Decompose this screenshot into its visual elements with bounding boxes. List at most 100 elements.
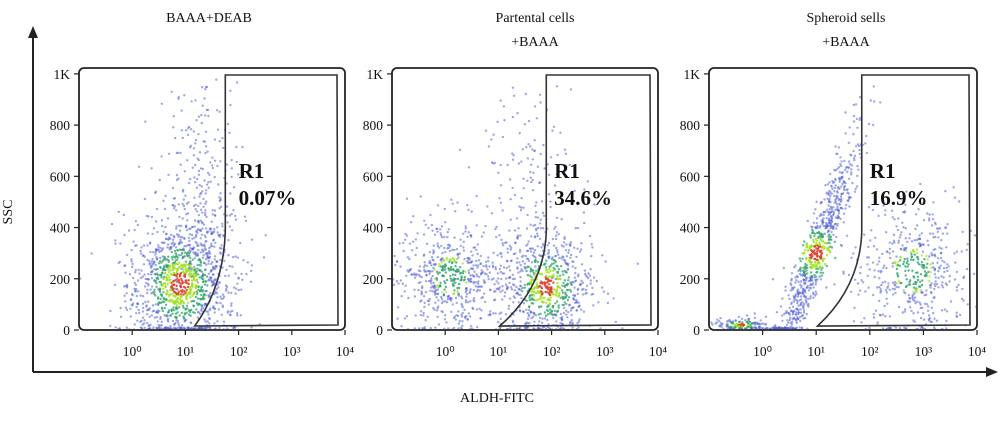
scatter-point xyxy=(549,291,552,294)
scatter-point xyxy=(520,297,523,300)
scatter-point xyxy=(802,311,806,314)
scatter-point xyxy=(851,181,854,185)
scatter-point xyxy=(483,300,487,304)
scatter-point xyxy=(500,255,503,258)
scatter-point xyxy=(209,270,212,273)
scatter-point xyxy=(216,231,219,234)
scatter-point xyxy=(913,296,917,299)
scatter-point xyxy=(234,292,237,295)
scatter-point xyxy=(796,301,799,305)
scatter-point xyxy=(912,276,916,279)
scatter-point xyxy=(901,244,904,247)
scatter-point xyxy=(500,238,503,241)
scatter-point xyxy=(230,304,233,307)
scatter-point xyxy=(443,235,446,239)
scatter-point xyxy=(369,308,371,310)
scatter-point xyxy=(477,264,480,267)
scatter-point xyxy=(129,315,132,318)
scatter-point xyxy=(437,305,440,308)
scatter-point xyxy=(210,242,213,245)
scatter-point xyxy=(498,197,501,200)
scatter-point xyxy=(137,268,140,271)
scatter-point xyxy=(876,321,879,324)
scatter-point xyxy=(540,200,544,203)
scatter-point xyxy=(847,177,851,180)
scatter-point xyxy=(895,282,899,285)
scatter-point xyxy=(213,175,216,179)
scatter-point xyxy=(173,49,175,51)
scatter-point xyxy=(894,326,898,329)
scatter-point xyxy=(181,202,184,206)
scatter-point xyxy=(425,264,429,268)
scatter-point xyxy=(171,273,174,276)
scatter-point xyxy=(183,264,186,267)
gate-r1 xyxy=(193,74,339,327)
scatter-point xyxy=(241,278,244,281)
scatter-point xyxy=(554,302,557,305)
scatter-point xyxy=(870,229,873,232)
scatter-point xyxy=(508,297,512,300)
scatter-point xyxy=(941,286,945,289)
scatter-point xyxy=(182,247,185,250)
scatter-point xyxy=(179,272,183,275)
scatter-point xyxy=(151,328,155,329)
scatter-point xyxy=(185,263,188,266)
scatter-point xyxy=(784,285,787,288)
scatter-point xyxy=(189,265,192,268)
scatter-point xyxy=(764,323,768,326)
scatter-point xyxy=(497,277,500,280)
scatter-point xyxy=(193,196,196,199)
scatter-point xyxy=(910,240,914,243)
scatter-point xyxy=(470,250,473,253)
scatter-point xyxy=(564,152,568,155)
scatter-point xyxy=(169,237,172,240)
scatter-point xyxy=(196,252,199,255)
scatter-point xyxy=(189,246,192,250)
scatter-point xyxy=(806,266,809,270)
scatter-point xyxy=(183,318,186,321)
scatter-point xyxy=(231,265,234,268)
scatter-point xyxy=(532,271,535,274)
scatter-point xyxy=(872,313,875,316)
scatter-point xyxy=(166,319,169,322)
scatter-point xyxy=(454,273,457,277)
scatter-point xyxy=(395,260,399,263)
scatter-point xyxy=(436,288,440,291)
scatter-point xyxy=(175,225,178,228)
scatter-point xyxy=(564,249,568,252)
scatter-point xyxy=(567,279,570,282)
scatter-point xyxy=(543,317,547,320)
scatter-point xyxy=(802,266,805,269)
scatter-point xyxy=(446,247,449,250)
scatter-point xyxy=(937,257,940,260)
scatter-point xyxy=(734,323,737,327)
scatter-point xyxy=(914,227,917,231)
scatter-point xyxy=(227,274,230,277)
scatter-point xyxy=(148,242,152,245)
scatter-point xyxy=(456,252,460,256)
scatter-point xyxy=(179,224,183,228)
scatter-point xyxy=(812,293,815,296)
scatter-point xyxy=(452,326,456,329)
scatter-point xyxy=(824,184,827,187)
scatter-point xyxy=(495,225,498,229)
scatter-point xyxy=(854,103,858,106)
scatter-point xyxy=(458,272,462,275)
scatter-point xyxy=(933,273,937,276)
scatter-point xyxy=(764,327,767,329)
scatter-point xyxy=(534,272,537,275)
scatter-point xyxy=(165,292,168,296)
scatter-point xyxy=(123,233,126,237)
scatter-point xyxy=(157,324,160,327)
scatter-point xyxy=(234,272,237,275)
scatter-point xyxy=(478,285,481,288)
scatter-point xyxy=(908,300,912,303)
scatter-point xyxy=(800,326,803,329)
scatter-point xyxy=(428,261,431,265)
scatter-point xyxy=(813,276,816,279)
scatter-point xyxy=(178,254,181,257)
scatter-point xyxy=(957,283,960,287)
scatter-point xyxy=(211,166,215,170)
scatter-point xyxy=(465,281,468,284)
scatter-point xyxy=(436,204,440,207)
